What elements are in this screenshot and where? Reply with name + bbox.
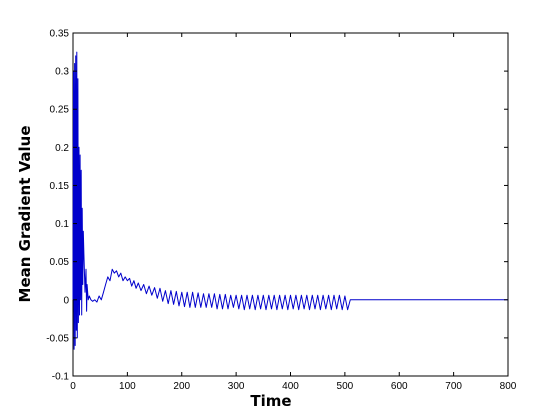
x-axis-title: Time [250,392,291,410]
x-tick-label: 100 [119,381,136,392]
x-tick-label: 400 [282,381,299,392]
y-tick-label: 0.05 [50,257,70,268]
y-axis-title: Mean Gradient Value [16,126,34,303]
x-tick-label: 800 [500,381,517,392]
y-axis-ticks: -0.1 -0.05 0 0.05 0.1 0.15 0.2 0.25 0.3 0.35 [46,29,508,383]
series-line-1 [72,51,508,350]
x-tick-label: 0 [70,381,76,392]
x-tick-label: 200 [173,381,190,392]
x-tick-label: 500 [337,381,354,392]
x-tick-label: 300 [228,381,245,392]
y-tick-label: 0 [63,295,69,306]
x-axis-ticks: 0 100 200 300 400 500 600 700 800 [70,33,517,392]
y-tick-label: -0.1 [52,372,70,383]
x-tick-label: 700 [445,381,462,392]
y-tick-label: 0.15 [50,181,70,192]
y-tick-label: 0.35 [50,29,70,40]
y-tick-label: -0.05 [46,333,69,344]
plot-frame [72,32,509,377]
y-tick-label: 0.2 [55,143,69,154]
x-tick-label: 600 [391,381,408,392]
y-tick-label: 0.25 [50,105,70,116]
y-tick-label: 0.3 [55,67,69,78]
y-tick-label: 0.1 [55,219,69,230]
